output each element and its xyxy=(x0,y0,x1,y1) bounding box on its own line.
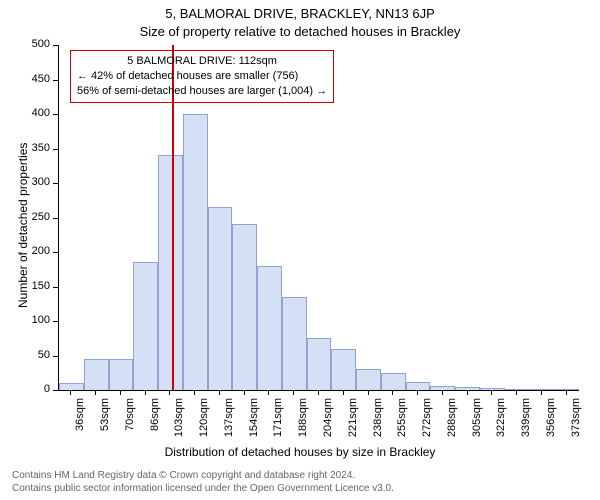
x-tick-label: 137sqm xyxy=(223,398,235,448)
x-tick-label: 86sqm xyxy=(149,398,161,448)
histogram-bar xyxy=(133,262,158,390)
x-tick-mark xyxy=(343,390,344,395)
y-tick-mark xyxy=(53,80,58,81)
x-tick-label: 272sqm xyxy=(421,398,433,448)
x-tick-mark xyxy=(541,390,542,395)
y-tick-mark xyxy=(53,356,58,357)
histogram-bar xyxy=(455,387,480,390)
histogram-bar xyxy=(331,349,356,390)
figure-container: 5, BALMORAL DRIVE, BRACKLEY, NN13 6JP Si… xyxy=(0,0,600,500)
histogram-bar xyxy=(59,383,84,390)
y-tick-mark xyxy=(53,149,58,150)
histogram-bar xyxy=(529,389,554,390)
x-tick-mark xyxy=(194,390,195,395)
histogram-bar xyxy=(554,389,579,390)
x-tick-mark xyxy=(566,390,567,395)
x-tick-mark xyxy=(120,390,121,395)
histogram-bar xyxy=(183,114,208,390)
x-tick-mark xyxy=(442,390,443,395)
x-tick-label: 120sqm xyxy=(198,398,210,448)
x-tick-label: 188sqm xyxy=(297,398,309,448)
histogram-bar xyxy=(430,386,455,390)
footer-line-1: Contains HM Land Registry data © Crown c… xyxy=(12,470,394,483)
footer-line-2: Contains public sector information licen… xyxy=(12,483,394,496)
x-tick-mark xyxy=(417,390,418,395)
y-tick-mark xyxy=(53,390,58,391)
x-tick-mark xyxy=(392,390,393,395)
y-axis-label: Number of detached properties xyxy=(16,142,30,307)
x-tick-label: 70sqm xyxy=(124,398,136,448)
x-tick-mark xyxy=(219,390,220,395)
histogram-bar xyxy=(307,338,332,390)
x-tick-label: 373sqm xyxy=(570,398,582,448)
x-tick-label: 36sqm xyxy=(74,398,86,448)
histogram-bar xyxy=(406,382,431,390)
y-tick-label: 400 xyxy=(18,107,50,119)
histogram-bar xyxy=(109,359,134,390)
x-tick-label: 204sqm xyxy=(322,398,334,448)
annotation-line: 56% of semi-detached houses are larger (… xyxy=(77,84,327,99)
x-tick-label: 288sqm xyxy=(446,398,458,448)
y-tick-mark xyxy=(53,114,58,115)
x-tick-mark xyxy=(169,390,170,395)
x-tick-mark xyxy=(95,390,96,395)
histogram-bar xyxy=(381,373,406,390)
x-tick-label: 103sqm xyxy=(173,398,185,448)
histogram-bar xyxy=(232,224,257,390)
x-tick-mark xyxy=(70,390,71,395)
histogram-bar xyxy=(84,359,109,390)
annotation-line: ← 42% of detached houses are smaller (75… xyxy=(77,69,327,84)
x-tick-label: 339sqm xyxy=(520,398,532,448)
histogram-bar xyxy=(257,266,282,390)
x-tick-mark xyxy=(491,390,492,395)
y-tick-label: 500 xyxy=(18,38,50,50)
y-tick-label: 50 xyxy=(18,349,50,361)
histogram-bar xyxy=(356,369,381,390)
x-tick-mark xyxy=(467,390,468,395)
x-tick-label: 255sqm xyxy=(396,398,408,448)
y-tick-label: 0 xyxy=(18,383,50,395)
x-tick-label: 53sqm xyxy=(99,398,111,448)
y-tick-mark xyxy=(53,45,58,46)
y-tick-label: 100 xyxy=(18,314,50,326)
histogram-bar xyxy=(158,155,183,390)
histogram-bar xyxy=(208,207,233,390)
x-tick-label: 356sqm xyxy=(545,398,557,448)
x-tick-label: 305sqm xyxy=(471,398,483,448)
x-tick-label: 154sqm xyxy=(248,398,260,448)
x-tick-label: 238sqm xyxy=(372,398,384,448)
x-tick-mark xyxy=(145,390,146,395)
y-tick-mark xyxy=(53,321,58,322)
y-tick-mark xyxy=(53,287,58,288)
y-tick-mark xyxy=(53,252,58,253)
x-axis-label: Distribution of detached houses by size … xyxy=(0,445,600,459)
y-tick-mark xyxy=(53,218,58,219)
histogram-bar xyxy=(282,297,307,390)
x-tick-mark xyxy=(268,390,269,395)
x-tick-label: 322sqm xyxy=(495,398,507,448)
x-tick-label: 171sqm xyxy=(272,398,284,448)
annotation-line: 5 BALMORAL DRIVE: 112sqm xyxy=(77,54,327,69)
x-tick-mark xyxy=(368,390,369,395)
x-tick-mark xyxy=(318,390,319,395)
x-tick-mark xyxy=(293,390,294,395)
x-tick-mark xyxy=(244,390,245,395)
y-tick-mark xyxy=(53,183,58,184)
x-tick-mark xyxy=(516,390,517,395)
footer-attribution: Contains HM Land Registry data © Crown c… xyxy=(12,470,394,495)
y-tick-label: 450 xyxy=(18,73,50,85)
x-tick-label: 221sqm xyxy=(347,398,359,448)
annotation-box: 5 BALMORAL DRIVE: 112sqm← 42% of detache… xyxy=(70,50,334,103)
